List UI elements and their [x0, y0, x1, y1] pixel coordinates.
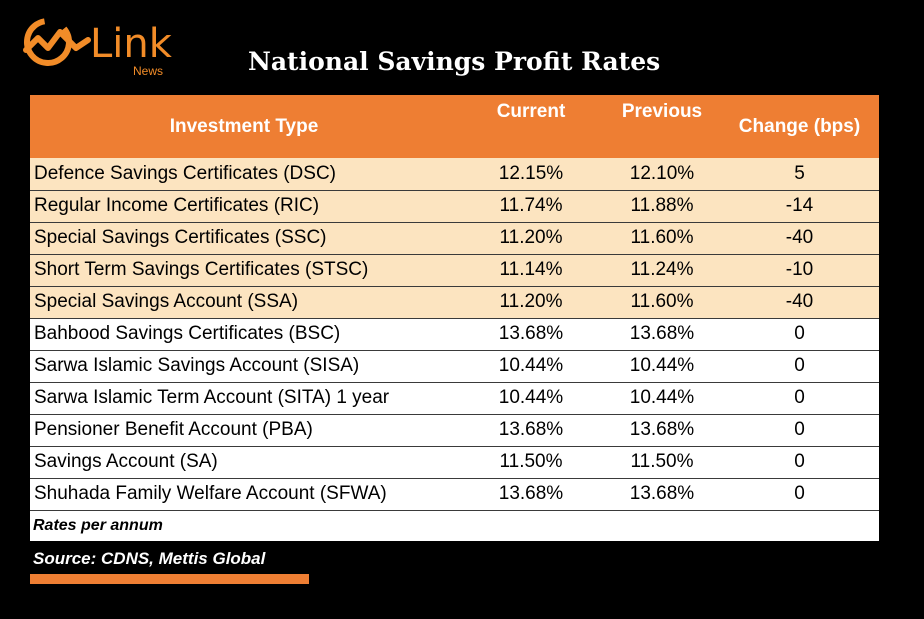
profit-rates-table: Investment Type Current Previous Change …: [30, 95, 879, 511]
cell-investment-type: Short Term Savings Certificates (STSC): [30, 254, 458, 287]
cell-current: 11.74%: [458, 190, 604, 223]
cell-change: -14: [720, 190, 879, 223]
cell-change: -40: [720, 222, 879, 255]
source-text: Source: CDNS, Mettis Global: [33, 549, 266, 568]
cell-current: 11.20%: [458, 222, 604, 255]
cell-previous: 11.50%: [604, 446, 720, 479]
page-title: National Savings Profit Rates: [248, 47, 661, 76]
cell-previous: 13.68%: [604, 318, 720, 351]
header-investment-type: Investment Type: [169, 115, 319, 137]
table-row: Defence Savings Certificates (DSC) 12.15%…: [30, 158, 879, 191]
cell-previous: 11.24%: [604, 254, 720, 287]
cell-current: 13.68%: [458, 318, 604, 351]
cell-previous: 12.10%: [604, 158, 720, 191]
cell-change: 0: [720, 414, 879, 447]
cell-investment-type: Savings Account (SA): [30, 446, 458, 479]
table-row: Special Savings Certificates (SSC) 11.20%…: [30, 222, 879, 255]
table-body: Defence Savings Certificates (DSC) 12.15%…: [30, 158, 879, 511]
cell-current: 10.44%: [458, 382, 604, 415]
cell-change: -40: [720, 286, 879, 319]
cell-current: 11.14%: [458, 254, 604, 287]
cell-current: 13.68%: [458, 414, 604, 447]
cell-change: 0: [720, 478, 879, 511]
cell-investment-type: Shuhada Family Welfare Account (SFWA): [30, 478, 458, 511]
table-row: Short Term Savings Certificates (STSC) 11…: [30, 254, 879, 287]
cell-previous: 13.68%: [604, 414, 720, 447]
cell-investment-type: Sarwa Islamic Savings Account (SISA): [30, 350, 458, 383]
cell-current: 13.68%: [458, 478, 604, 511]
source-underline-bar: [30, 574, 309, 584]
link-logo-icon: [23, 18, 91, 66]
table-row: Special Savings Account (SSA) 11.20% 11.60…: [30, 286, 879, 319]
cell-change: 5: [720, 158, 879, 191]
cell-current: 11.50%: [458, 446, 604, 479]
cell-investment-type: Pensioner Benefit Account (PBA): [30, 414, 458, 447]
logo-text: Link: [90, 21, 172, 67]
table-row: Sarwa Islamic Term Account (SITA) 1 year…: [30, 382, 879, 415]
cell-previous: 11.60%: [604, 286, 720, 319]
cell-previous: 10.44%: [604, 350, 720, 383]
cell-previous: 10.44%: [604, 382, 720, 415]
table-row: Sarwa Islamic Savings Account (SISA) 10.4…: [30, 350, 879, 383]
table-row: Regular Income Certificates (RIC) 11.74% 1…: [30, 190, 879, 223]
header-current: Current: [496, 101, 566, 122]
cell-current: 10.44%: [458, 350, 604, 383]
cell-previous: 11.60%: [604, 222, 720, 255]
cell-change: 0: [720, 350, 879, 383]
footnote-box: Rates per annum: [30, 511, 879, 541]
table-header-row: Investment Type Current Previous Change …: [30, 95, 879, 158]
header-change: Change (bps): [738, 115, 861, 137]
header-previous: Previous: [621, 101, 703, 122]
cell-investment-type: Special Savings Certificates (SSC): [30, 222, 458, 255]
cell-change: 0: [720, 382, 879, 415]
cell-investment-type: Special Savings Account (SSA): [30, 286, 458, 319]
cell-investment-type: Sarwa Islamic Term Account (SITA) 1 year: [30, 382, 458, 415]
logo-subtext: News: [133, 64, 164, 78]
cell-investment-type: Regular Income Certificates (RIC): [30, 190, 458, 223]
table-row: Shuhada Family Welfare Account (SFWA) 13.…: [30, 478, 879, 511]
footnote-text: Rates per annum: [33, 517, 163, 534]
link-news-logo: Link News: [22, 14, 192, 84]
cell-change: -10: [720, 254, 879, 287]
cell-change: 0: [720, 446, 879, 479]
table-row: Bahbood Savings Certificates (BSC) 13.68%…: [30, 318, 879, 351]
cell-previous: 13.68%: [604, 478, 720, 511]
table-row: Savings Account (SA) 11.50% 11.50% 0: [30, 446, 879, 479]
cell-investment-type: Bahbood Savings Certificates (BSC): [30, 318, 458, 351]
cell-change: 0: [720, 318, 879, 351]
cell-previous: 11.88%: [604, 190, 720, 223]
table-row: Pensioner Benefit Account (PBA) 13.68% 13.…: [30, 414, 879, 447]
cell-current: 12.15%: [458, 158, 604, 191]
cell-investment-type: Defence Savings Certificates (DSC): [30, 158, 458, 191]
cell-current: 11.20%: [458, 286, 604, 319]
